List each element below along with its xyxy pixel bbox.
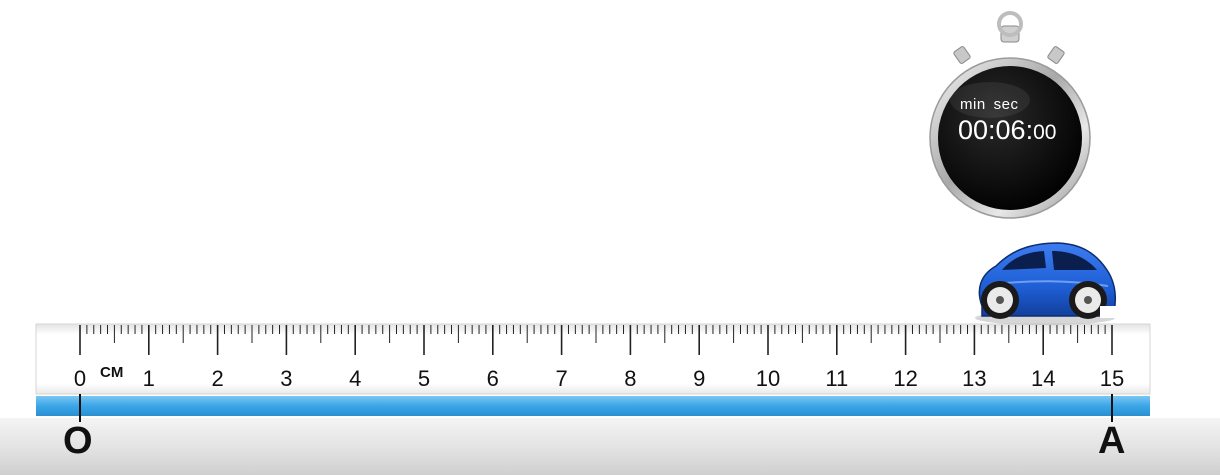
- floor-shadow: [0, 418, 1220, 475]
- ruler-unit-label: CM: [100, 364, 123, 381]
- ruler-ticks: [79, 325, 1113, 355]
- ruler-labels: 0 1 2 3 4 5 6 7 8 9 10 11 12 13 14 15: [74, 366, 1124, 391]
- ruler-number-12: 12: [893, 366, 917, 391]
- ruler-number-4: 4: [349, 366, 361, 391]
- ruler-number-10: 10: [756, 366, 780, 391]
- ruler-number-8: 8: [624, 366, 636, 391]
- stopwatch: [929, 11, 1091, 219]
- point-a-label: A: [1098, 420, 1126, 462]
- ruler-number-0: 0: [74, 366, 86, 391]
- ruler-number-9: 9: [693, 366, 705, 391]
- stopwatch-units: min sec: [960, 96, 1078, 113]
- track-line: [36, 396, 1150, 416]
- ruler-body: [35, 323, 1151, 395]
- stopwatch-min-label: min: [960, 96, 986, 113]
- ruler-number-13: 13: [962, 366, 986, 391]
- ruler-number-1: 1: [143, 366, 155, 391]
- ruler-number-3: 3: [280, 366, 292, 391]
- car: [975, 242, 1117, 325]
- stopwatch-time: 00:06:00: [958, 115, 1078, 146]
- ruler-number-7: 7: [555, 366, 567, 391]
- ruler-number-6: 6: [487, 366, 499, 391]
- stopwatch-time-small: 00: [1033, 121, 1057, 144]
- ruler-number-5: 5: [418, 366, 430, 391]
- point-o-label: O: [63, 420, 93, 462]
- stopwatch-display: min sec 00:06:00: [958, 96, 1078, 146]
- ruler-number-15: 15: [1100, 366, 1124, 391]
- stopwatch-sec-label: sec: [993, 96, 1019, 113]
- stopwatch-time-main: 00:06:: [958, 115, 1034, 145]
- ruler-number-14: 14: [1031, 366, 1055, 391]
- ruler-number-2: 2: [211, 366, 223, 391]
- ruler-number-11: 11: [825, 366, 848, 391]
